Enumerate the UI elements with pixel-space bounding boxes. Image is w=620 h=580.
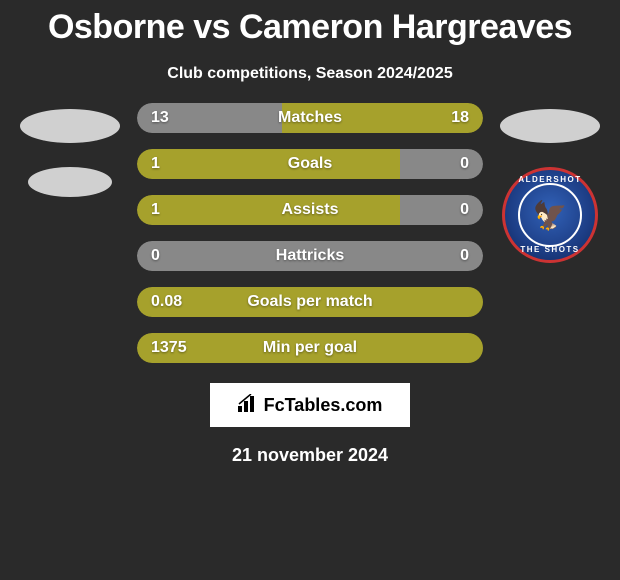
stat-right-value: 0	[460, 201, 469, 219]
stats-bars: 13 18 Matches 1 0 Goals 1 0 Assists 0 0 Hattricks 0.…	[135, 101, 485, 365]
stat-left-value: 0	[151, 247, 160, 265]
stat-label: Matches	[278, 109, 342, 127]
left-player-placeholder-1	[20, 109, 120, 143]
comparison-row: 13 18 Matches 1 0 Goals 1 0 Assists 0 0 Hattricks 0.…	[0, 101, 620, 365]
stat-label: Hattricks	[276, 247, 344, 265]
stat-label: Goals	[288, 155, 332, 173]
page-title: Osborne vs Cameron Hargreaves	[0, 0, 620, 47]
subtitle: Club competitions, Season 2024/2025	[0, 65, 620, 83]
bar-left-segment	[137, 149, 400, 179]
date-label: 21 november 2024	[0, 445, 620, 466]
stat-bar-goals: 1 0 Goals	[135, 147, 485, 181]
stat-left-value: 0.08	[151, 293, 182, 311]
badge-top-text: ALDERSHOT	[518, 175, 581, 184]
badge-inner-icon: 🦅	[518, 183, 582, 247]
left-player-column	[15, 101, 125, 197]
stat-label: Goals per match	[247, 293, 372, 311]
stat-left-value: 1375	[151, 339, 187, 357]
stat-right-value: 18	[451, 109, 469, 127]
fctables-watermark: FcTables.com	[210, 383, 410, 427]
bar-right-segment	[400, 195, 483, 225]
stat-left-value: 13	[151, 109, 169, 127]
stat-bar-hattricks: 0 0 Hattricks	[135, 239, 485, 273]
stat-right-value: 0	[460, 155, 469, 173]
bar-left-segment	[137, 195, 400, 225]
stat-left-value: 1	[151, 155, 160, 173]
stat-label: Min per goal	[263, 339, 357, 357]
fctables-icon	[238, 394, 258, 417]
stat-bar-assists: 1 0 Assists	[135, 193, 485, 227]
stat-bar-goals-per-match: 0.08 Goals per match	[135, 285, 485, 319]
stat-left-value: 1	[151, 201, 160, 219]
right-player-column: ALDERSHOT 🦅 THE SHOTS	[495, 101, 605, 263]
bar-right-segment	[400, 149, 483, 179]
left-club-placeholder-1	[28, 167, 112, 197]
right-player-placeholder-1	[500, 109, 600, 143]
badge-bottom-text: THE SHOTS	[520, 245, 579, 254]
stat-right-value: 0	[460, 247, 469, 265]
fctables-text: FcTables.com	[264, 395, 383, 416]
stat-bar-matches: 13 18 Matches	[135, 101, 485, 135]
stat-bar-min-per-goal: 1375 Min per goal	[135, 331, 485, 365]
right-club-badge: ALDERSHOT 🦅 THE SHOTS	[502, 167, 598, 263]
stat-label: Assists	[282, 201, 339, 219]
